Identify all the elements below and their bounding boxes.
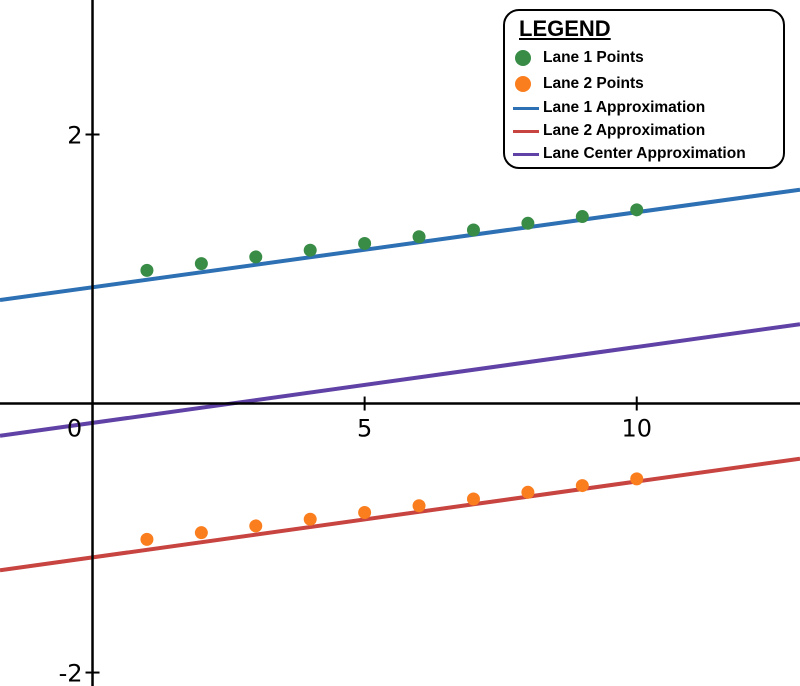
- data-point-lane-2-points: [630, 472, 644, 486]
- data-point-lane-1-points: [521, 216, 535, 230]
- x-tick-label: 10: [621, 415, 652, 443]
- data-point-lane-1-points: [575, 210, 589, 224]
- series-line-lane-center-approximation: [0, 322, 800, 438]
- legend-title: LEGEND: [519, 16, 611, 41]
- legend-item-lane1-approximation: Lane 1 Approximation: [513, 97, 705, 119]
- legend-label: Lane Center Approximation: [543, 145, 746, 162]
- legend: LEGEND Lane 1 Points Lane 2 Points Lane …: [503, 9, 785, 169]
- axis-ticks: 0 5 10 2 -2: [59, 122, 652, 686]
- purple-line-icon: [513, 152, 539, 156]
- y-tick-label: 2: [67, 122, 82, 150]
- x-tick-label: 0: [67, 415, 82, 443]
- legend-label: Lane 2 Points: [543, 75, 644, 92]
- series-line-lane-1-approximation: [0, 187, 800, 302]
- approximation-lines: [0, 187, 800, 573]
- data-point-lane-2-points: [194, 526, 208, 540]
- orange-dot-icon: [515, 76, 531, 92]
- data-point-lane-2-points: [140, 532, 154, 546]
- blue-line-icon: [513, 106, 539, 110]
- data-point-lane-2-points: [249, 519, 263, 533]
- data-point-lane-1-points: [630, 203, 644, 217]
- data-point-lane-2-points: [412, 499, 426, 513]
- legend-item-lane2-approximation: Lane 2 Approximation: [513, 120, 705, 142]
- legend-label: Lane 1 Approximation: [543, 99, 706, 116]
- data-point-lane-1-points: [358, 236, 372, 250]
- data-point-lane-1-points: [412, 230, 426, 244]
- data-point-lane-2-points: [521, 485, 535, 499]
- legend-item-lane2-points: Lane 2 Points: [513, 73, 644, 95]
- y-tick-label: -2: [59, 660, 83, 686]
- data-point-lane-2-points: [466, 492, 480, 506]
- data-point-lane-1-points: [140, 263, 154, 277]
- legend-label: Lane 1 Points: [543, 49, 644, 66]
- data-point-lane-1-points: [466, 223, 480, 237]
- data-point-lane-2-points: [358, 505, 372, 519]
- data-points: [140, 203, 644, 546]
- red-line-icon: [513, 129, 539, 133]
- series-line-lane-2-approximation: [0, 456, 800, 573]
- data-point-lane-2-points: [575, 479, 589, 493]
- legend-label: Lane 2 Approximation: [543, 122, 706, 139]
- data-point-lane-1-points: [194, 257, 208, 271]
- data-point-lane-2-points: [303, 512, 317, 526]
- legend-item-lane-center-approximation: Lane Center Approximation: [513, 143, 746, 165]
- green-dot-icon: [515, 50, 531, 66]
- x-tick-label: 5: [357, 415, 372, 443]
- data-point-lane-1-points: [249, 250, 263, 264]
- data-point-lane-1-points: [303, 243, 317, 257]
- legend-item-lane1-points: Lane 1 Points: [513, 47, 644, 69]
